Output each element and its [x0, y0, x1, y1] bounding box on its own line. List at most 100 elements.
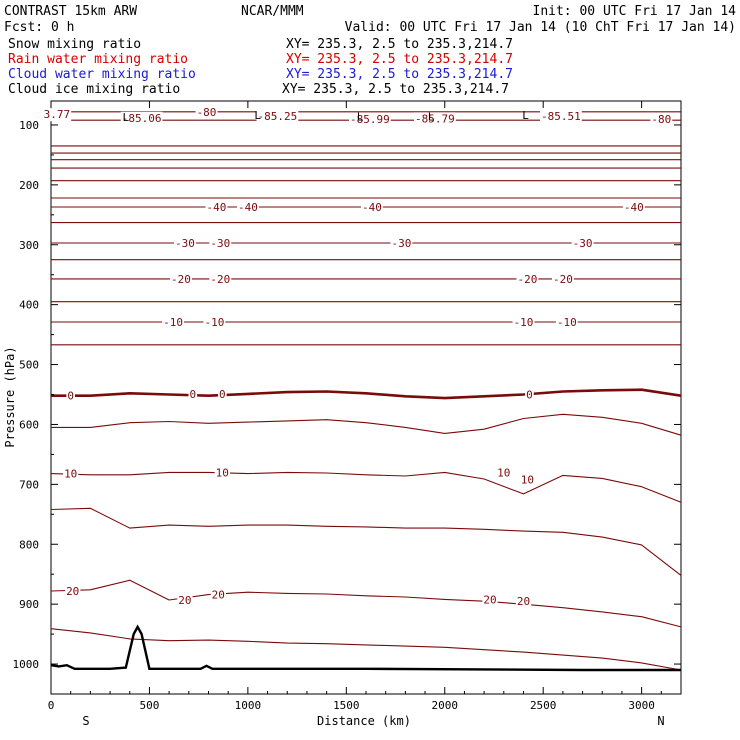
contour-label: 20: [212, 589, 225, 602]
contour-label: 10: [521, 474, 534, 487]
contour-line: [50, 507, 682, 576]
contour-label-bg: [169, 272, 192, 286]
field-xy-cloud-ice: XY= 235.3, 2.5 to 235.3,214.7: [282, 82, 509, 97]
terrain-line: [50, 624, 681, 672]
terrain-profile: [50, 624, 681, 672]
contour-label: 10: [497, 466, 510, 479]
contour-label-bg: [555, 316, 578, 329]
contour-label-bg: [209, 237, 232, 250]
contour-label-bg: [482, 593, 498, 607]
contour-label: 20: [178, 594, 191, 607]
field-xy-snow: XY= 235.3, 2.5 to 235.3,214.7: [286, 37, 513, 52]
y-tick-label: 800: [19, 538, 39, 551]
contour-label-bg: [360, 201, 383, 214]
contour-label-bg: [349, 113, 391, 126]
contour-label-bg: [203, 316, 226, 329]
x-axis-label: Distance (km): [317, 714, 411, 728]
y-tick-label: 600: [19, 418, 39, 431]
y-axis-label: Pressure (hPa): [3, 346, 17, 447]
low-marker: L: [428, 111, 435, 124]
contour-label-bg: [120, 111, 163, 125]
contour-label: 0: [526, 389, 533, 402]
contour-line: [50, 471, 682, 503]
contour-label-bg: [42, 108, 72, 122]
contour-line: [50, 579, 682, 628]
contour-label: -40: [624, 201, 644, 214]
x-tick-label: 500: [140, 699, 160, 712]
x-tick-label: 2000: [432, 699, 459, 712]
contour-label-bg: [63, 467, 79, 481]
contour-label: 20: [66, 585, 79, 598]
contour-label: -20: [171, 273, 191, 286]
x-end-label-south: S: [82, 714, 89, 728]
y-tick-label: 900: [19, 598, 39, 611]
contour-label: -30: [175, 237, 195, 250]
contour-label: -20: [210, 273, 230, 286]
contour-label: -20: [517, 273, 537, 286]
y-tick-label: 300: [19, 239, 39, 252]
contour-label: -40: [362, 201, 382, 214]
x-tick-label: 1000: [235, 699, 262, 712]
contour-label-bg: [512, 316, 535, 329]
y-tick-label: 1000: [13, 658, 40, 671]
contour-label: -85.99: [350, 113, 390, 126]
contour-label-bg: [188, 387, 198, 401]
contour-label: -85.06: [122, 112, 162, 125]
field-name-snow: Snow mixing ratio: [8, 37, 141, 52]
plot-frame: [50, 100, 682, 695]
low-marker: L: [254, 109, 261, 122]
init-time: Init: 00 UTC Fri 17 Jan 14: [533, 4, 737, 19]
contour-label-bg: [414, 112, 456, 126]
contour-label: -80: [197, 106, 217, 119]
low-marker: L: [122, 111, 129, 124]
contour-label: 10: [64, 468, 77, 481]
contour-label-bg: [551, 272, 574, 286]
contour-label-bg: [210, 588, 226, 602]
contour-label: 3.77: [44, 108, 71, 121]
contour-label: -10: [163, 316, 183, 329]
x-end-label-north: N: [657, 714, 664, 728]
contour-label-bg: [173, 237, 196, 250]
contour-label: -30: [391, 237, 411, 250]
y-tick-label: 200: [19, 179, 39, 192]
contour-label-bg: [515, 595, 532, 609]
contour-label: 0: [219, 388, 226, 401]
contour-label-bg: [540, 110, 582, 123]
y-tick-label: 400: [19, 299, 39, 312]
contour-label: 0: [189, 388, 196, 401]
contour-line: [51, 413, 682, 436]
contour-label: -10: [557, 316, 577, 329]
contour-label: 20: [517, 595, 530, 608]
contour-label-bg: [209, 272, 232, 286]
y-tick-label: 500: [19, 359, 39, 372]
contour-label-bg: [256, 110, 299, 123]
contour-line: [50, 628, 682, 671]
contour-label-bg: [496, 466, 512, 480]
contour-line: [51, 388, 682, 400]
y-tick-label: 700: [19, 478, 39, 491]
contour-label: -20: [553, 273, 573, 286]
field-xy-cloud-water: XY= 235.3, 2.5 to 235.3,214.7: [286, 67, 513, 82]
contour-label: 0: [67, 390, 74, 403]
contour-label-bg: [516, 272, 539, 286]
contour-label: -40: [238, 201, 258, 214]
institution-label: NCAR/MMM: [241, 4, 304, 19]
contour-label-bg: [519, 473, 536, 487]
contour-label-bg: [177, 594, 193, 607]
contour-label-bg: [195, 105, 218, 119]
contour-label: -10: [204, 316, 224, 329]
contour-label-bg: [205, 201, 228, 214]
contour-label: -10: [514, 316, 534, 329]
contour-label: -85.51: [541, 110, 581, 123]
contour-label: -30: [573, 237, 593, 250]
low-marker: L: [522, 109, 529, 122]
contour-label: -30: [210, 237, 230, 250]
field-legend: Snow mixing ratio XY= 235.3, 2.5 to 235.…: [8, 37, 513, 97]
x-tick-label: 3000: [628, 699, 655, 712]
contour-label-bg: [390, 237, 413, 250]
temperature-contours: [50, 111, 682, 671]
contour-label-bg: [65, 585, 81, 598]
x-tick-label: 2500: [530, 699, 557, 712]
forecast-hour: Fcst: 0 h: [4, 20, 74, 35]
